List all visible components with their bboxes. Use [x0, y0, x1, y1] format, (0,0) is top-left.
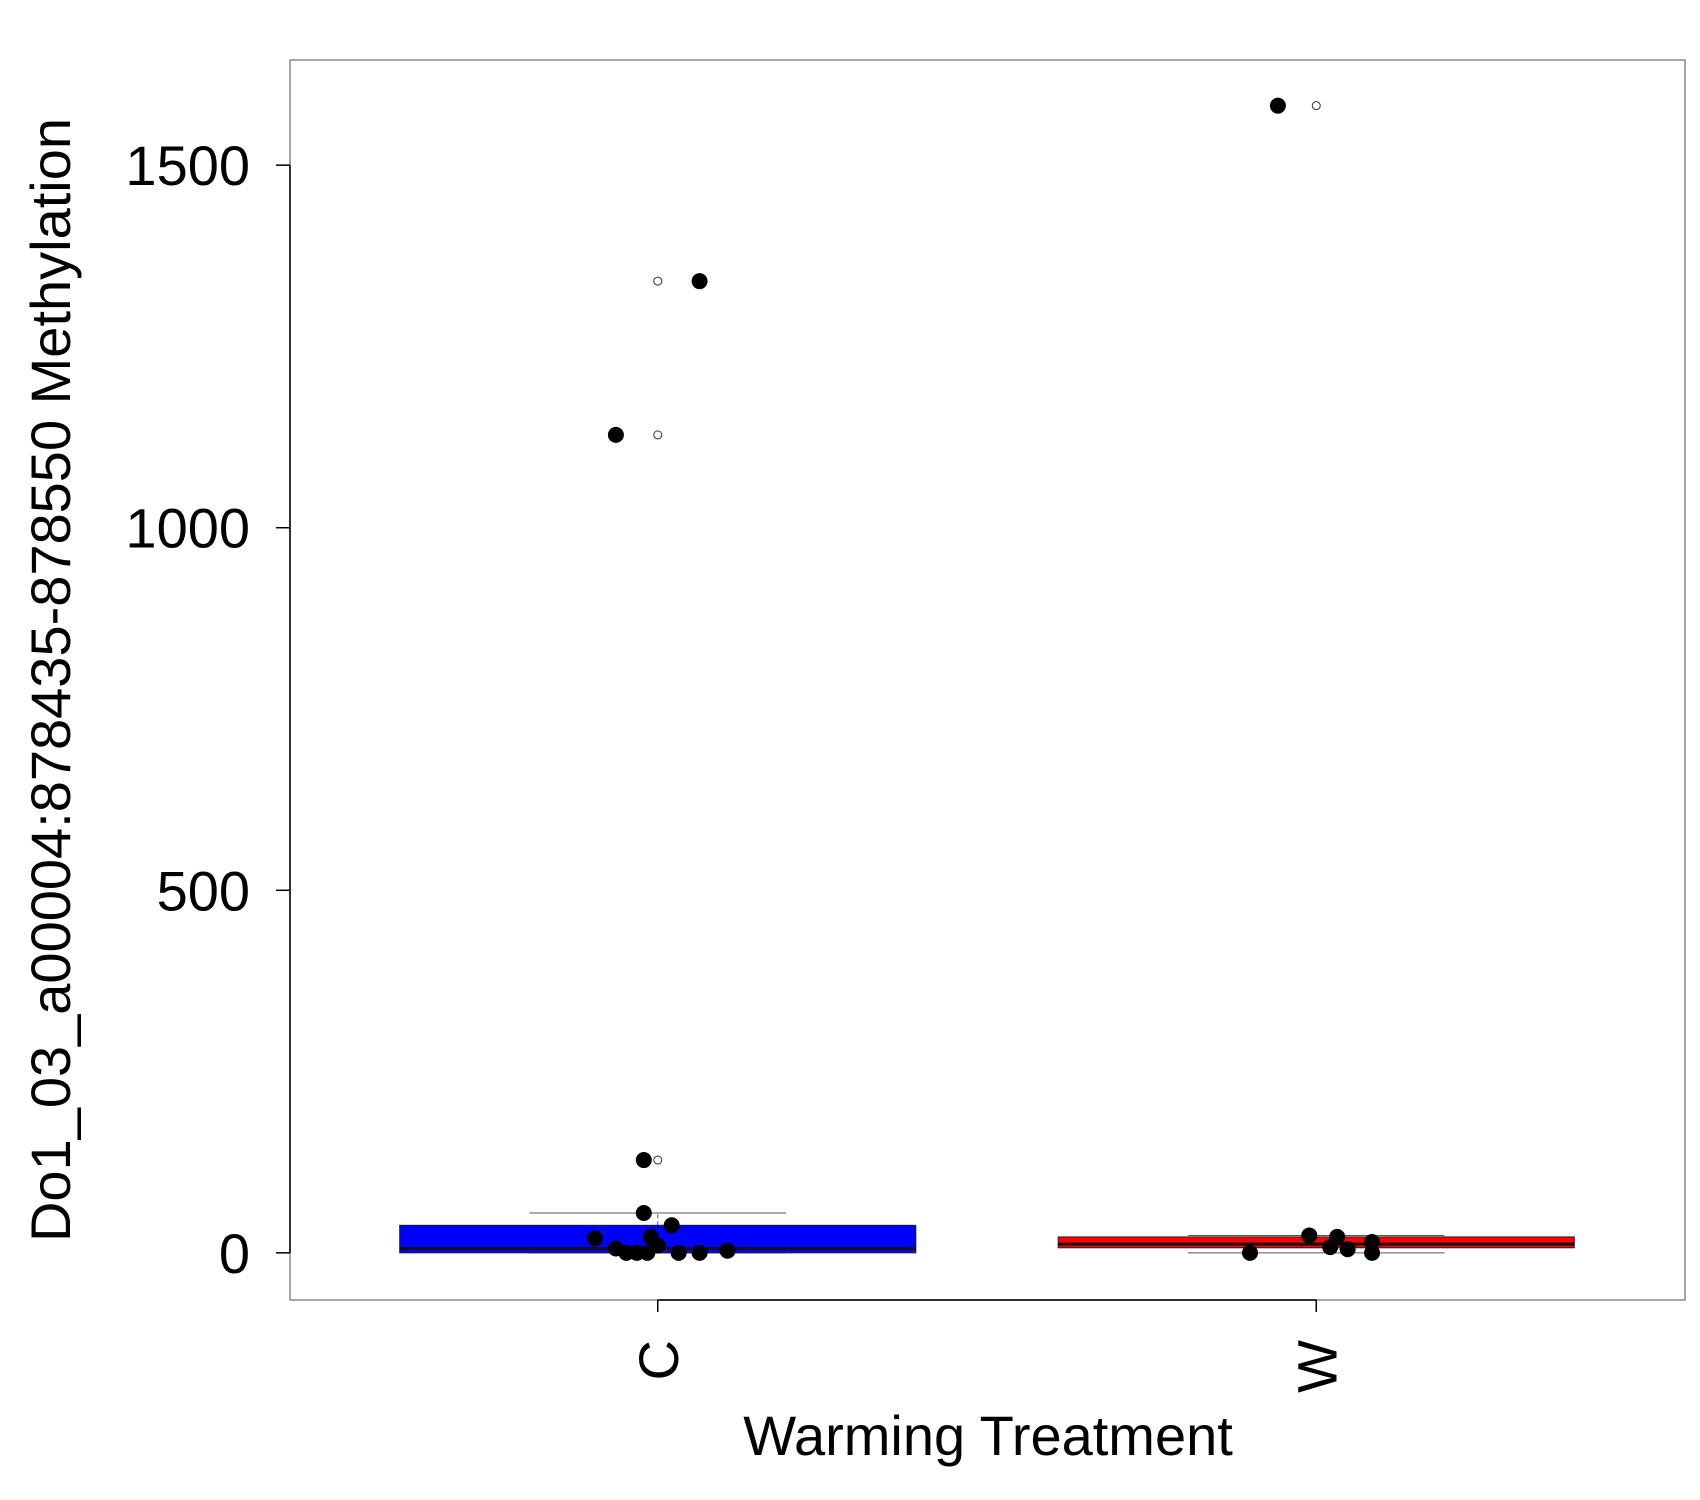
- box-c: [399, 276, 917, 1254]
- point-group: [586, 97, 1381, 1261]
- y-axis: 0 500 1000 1500: [125, 134, 291, 1285]
- outlier-marker: [653, 1155, 663, 1165]
- y-tick-label: 1500: [125, 134, 250, 197]
- data-point-c: [663, 1217, 680, 1234]
- x-tick-label-c: C: [627, 1340, 690, 1380]
- x-axis-title: Warming Treatment: [743, 1404, 1233, 1467]
- data-point-w: [1301, 1227, 1318, 1244]
- data-point-w: [1339, 1241, 1356, 1258]
- data-point-c: [691, 273, 708, 290]
- data-point-w: [1241, 1244, 1258, 1261]
- data-point-w: [1269, 97, 1286, 114]
- data-point-c: [670, 1244, 687, 1261]
- data-point-c: [691, 1244, 708, 1261]
- y-tick-label: 500: [157, 859, 250, 922]
- y-tick-label: 0: [219, 1222, 250, 1285]
- data-point-c: [635, 1152, 652, 1169]
- plot-frame: [289, 59, 1686, 1301]
- data-point-w: [1322, 1239, 1339, 1256]
- outlier-marker: [1311, 101, 1321, 111]
- y-axis-title: Do1_03_a00004:878435-878550 Methylation: [19, 118, 82, 1242]
- x-tick-label-w: W: [1285, 1340, 1348, 1393]
- data-point-w: [1364, 1244, 1381, 1261]
- data-point-c: [649, 1237, 666, 1254]
- data-point-c: [607, 426, 624, 443]
- data-point-c: [586, 1230, 603, 1247]
- box-w: [1057, 101, 1575, 1254]
- y-tick-label: 1000: [125, 497, 250, 560]
- outlier-marker: [653, 430, 663, 440]
- box-group: [399, 101, 1575, 1254]
- data-point-c: [635, 1204, 652, 1221]
- data-point-c: [719, 1242, 736, 1259]
- outlier-marker: [653, 276, 663, 286]
